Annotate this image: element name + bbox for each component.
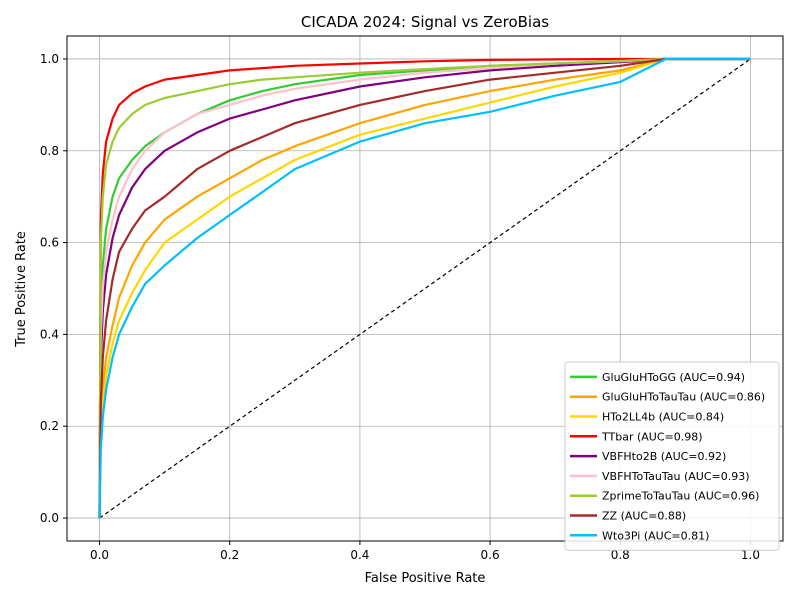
y-tick-label: 0.2 <box>40 419 59 433</box>
x-axis-ticks: 0.0 0.2 0.4 0.6 0.8 1.0 <box>90 541 760 562</box>
legend-entry: ZZ (AUC=0.88) <box>602 510 686 523</box>
y-tick-label: 0.6 <box>40 236 59 250</box>
series-line <box>98 57 751 519</box>
legend-entry: Wto3Pi (AUC=0.81) <box>602 529 709 542</box>
legend-entry: ZprimeToTauTau (AUC=0.96) <box>602 490 759 503</box>
series-line <box>98 57 751 519</box>
legend: GluGluHToGG (AUC=0.94) GluGluHToTauTau (A… <box>564 361 780 551</box>
x-tick-label: 1.0 <box>741 548 760 562</box>
series-line <box>98 57 751 519</box>
y-axis-ticks: 0.0 0.2 0.4 0.6 0.8 1.0 <box>40 52 67 525</box>
x-tick-label: 0.6 <box>481 548 500 562</box>
y-tick-label: 1.0 <box>40 52 59 66</box>
series-line <box>98 57 751 519</box>
y-tick-label: 0.0 <box>40 511 59 525</box>
grid-lines <box>67 36 783 541</box>
x-axis-label: False Positive Rate <box>365 571 486 586</box>
series-lines <box>98 57 751 519</box>
y-tick-label: 0.8 <box>40 144 59 158</box>
x-tick-label: 0.8 <box>611 548 630 562</box>
series-line <box>98 57 751 519</box>
legend-entry: TTbar (AUC=0.98) <box>601 430 703 443</box>
y-tick-label: 0.4 <box>40 327 59 341</box>
plot-frame <box>66 35 784 542</box>
series-line <box>98 57 751 519</box>
series-line <box>98 57 751 519</box>
legend-box <box>564 361 780 551</box>
legend-entry: GluGluHToTauTau (AUC=0.86) <box>602 391 765 404</box>
y-axis-label: True Positive Rate <box>14 231 29 348</box>
legend-entry: VBFHToTauTau (AUC=0.93) <box>602 470 750 483</box>
x-tick-label: 0.4 <box>350 548 369 562</box>
chart-title: CICADA 2024: Signal vs ZeroBias <box>301 13 549 31</box>
legend-entry: GluGluHToGG (AUC=0.94) <box>602 371 745 384</box>
x-tick-label: 0.2 <box>220 548 239 562</box>
legend-entry: HTo2LL4b (AUC=0.84) <box>602 411 724 424</box>
x-tick-label: 0.0 <box>90 548 109 562</box>
legend-entry: VBFHto2B (AUC=0.92) <box>602 450 726 463</box>
